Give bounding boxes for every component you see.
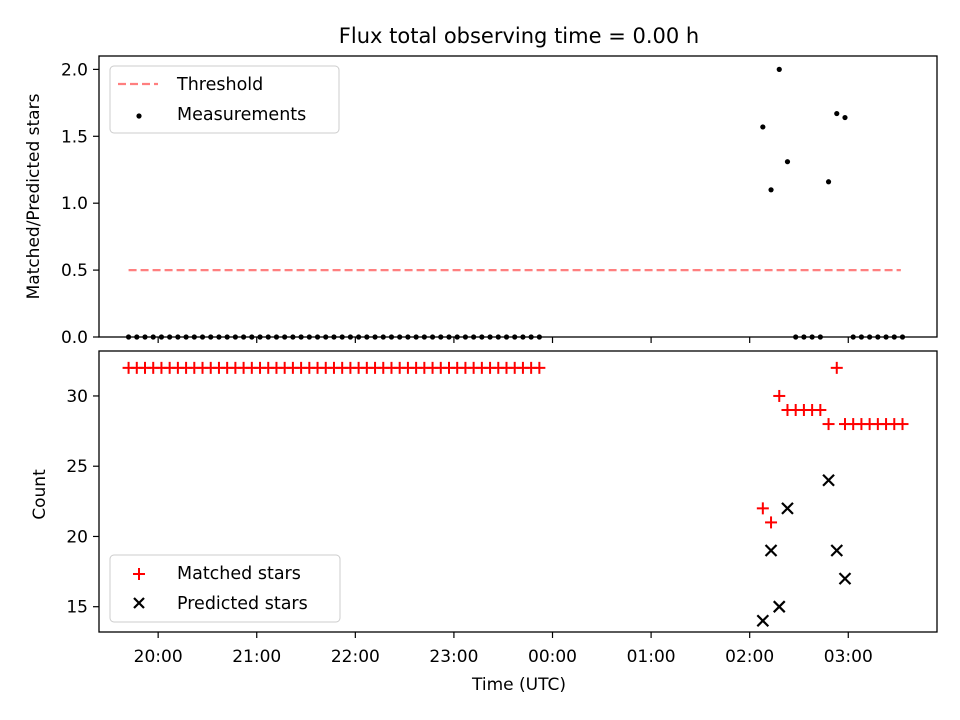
predicted-star-point [838,572,852,585]
matched-star-point [814,404,827,417]
top-legend-frame [109,65,340,134]
x-tick-label: 01:00 [627,647,676,667]
x-tick-label: 00:00 [528,647,577,667]
bottom-y-tick-label: 30 [66,387,88,407]
bottom-axes-frame [98,350,938,633]
top-axes-frame [98,55,938,338]
top-legend: Threshold Measurements [109,65,340,134]
legend-matched-label: Matched stars [177,564,301,584]
legend-predicted-label: Predicted stars [177,594,308,614]
top-y-tick-label: 1.0 [61,194,88,214]
matched-star-point [765,516,778,529]
bottom-y-tick-label: 25 [66,457,88,477]
measurement-point [760,124,766,130]
bottom-legend: Matched stars Predicted stars [109,554,341,623]
predicted-star-point [756,614,770,628]
x-tick-label: 22:00 [331,647,380,667]
bottom-y-axis-label: Count [30,469,50,520]
legend-measurements-label: Measurements [177,105,306,125]
x-tick-label: 21:00 [232,647,281,667]
predicted-star-point [781,502,794,515]
top-y-axis: 0.0 0.5 1.0 1.5 2.0 [61,60,99,348]
x-tick-label: 03:00 [824,647,873,667]
measurement-point [825,179,832,185]
predicted-star-point [830,544,844,557]
top-x-axis-ticks [157,337,849,343]
bottom-x-axis: 20:00 21:00 22:00 23:00 00:00 01:00 02:00 03:00 [134,632,873,667]
top-panel: 0.00.51.01.52.0 Matched/Predicted stars … [24,55,938,348]
x-tick-label: 02:00 [725,647,774,667]
matched-star-point [533,361,546,374]
matched-star-point [756,502,769,515]
matched-star-point [830,361,843,374]
matched-star-point [896,418,909,431]
predicted-star-point [764,544,778,557]
top-y-tick-label: 2.0 [61,60,88,80]
chart-title: Flux total observing time = 0.00 h [339,24,699,48]
top-y-tick-label: 0.5 [61,261,88,281]
measurement-point [784,159,791,165]
measurement-point [768,187,774,193]
bottom-y-tick-label: 15 [66,598,88,618]
measurement-point [776,66,782,72]
matched-star-point [822,418,835,431]
top-y-tick-label: 1.5 [61,127,88,147]
bottom-y-axis: 15 20 25 30 [66,387,99,618]
legend-measurements-swatch [136,113,142,119]
bottom-legend-frame [109,554,341,623]
x-tick-label: 20:00 [134,647,183,667]
top-y-tick-label: 0.0 [61,328,88,348]
measurement-point [842,114,848,121]
legend-threshold-label: Threshold [176,75,263,95]
legend-predicted-swatch [133,597,145,609]
bottom-plot-area [122,361,909,628]
measurement-point [834,110,840,117]
x-axis-label: Time (UTC) [471,675,566,695]
predicted-star-point [772,600,786,613]
legend-matched-swatch [133,568,145,580]
bottom-panel: 15 20 25 30 20:00 21:00 22:00 23:00 00:00 01:00 0… [30,350,938,695]
x-tick-label: 23:00 [429,647,478,667]
matched-star-point [773,389,786,402]
bottom-y-tick-label: 20 [66,527,88,547]
predicted-star-point [822,473,835,487]
top-y-axis-label: Matched/Predicted stars [24,93,44,299]
